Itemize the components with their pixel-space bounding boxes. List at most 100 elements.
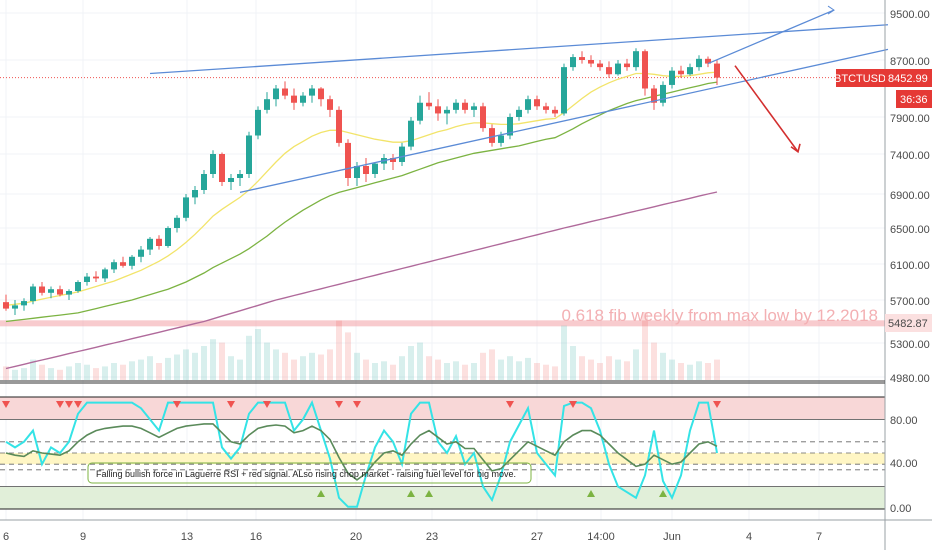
volume-bars <box>3 312 720 380</box>
volume-bar-69 <box>624 361 630 380</box>
volume-bar-48 <box>435 359 441 380</box>
candle-body-1 <box>12 305 18 309</box>
candle-5 <box>48 286 54 299</box>
candle-body-79 <box>714 63 720 78</box>
candle-2 <box>21 298 27 311</box>
candle-59 <box>534 95 540 110</box>
candle-body-78 <box>705 58 711 64</box>
y-tick-price-2: 7900.00 <box>890 113 930 125</box>
candle-body-31 <box>282 88 288 96</box>
sell-signal-marker-1 <box>56 401 64 408</box>
y-tick-price-8: 5300.00 <box>890 339 930 351</box>
candle-body-13 <box>120 262 126 266</box>
candle-body-25 <box>228 178 234 182</box>
candle-body-74 <box>669 70 675 85</box>
candle-body-50 <box>453 102 459 110</box>
x-tick-8: Jun <box>663 531 681 543</box>
sell-signal-marker-9 <box>506 401 514 408</box>
candle-25 <box>228 174 234 190</box>
candle-body-56 <box>507 117 513 136</box>
volume-bar-23 <box>210 339 216 380</box>
x-tick-7: 14:00 <box>587 531 615 543</box>
candle-body-16 <box>147 238 153 250</box>
volume-bar-33 <box>300 356 306 380</box>
volume-bar-60 <box>543 364 549 380</box>
candle-22 <box>201 170 207 194</box>
candle-body-76 <box>687 67 693 75</box>
candle-27 <box>246 131 252 178</box>
candle-body-70 <box>633 51 639 68</box>
price-tags: BTCTUSD 8452.99 36:36 5482.87 0.618 fib … <box>87 69 932 484</box>
candle-40 <box>363 158 369 182</box>
candle-body-17 <box>156 238 162 246</box>
candle-46 <box>417 95 423 125</box>
candle-44 <box>399 142 405 166</box>
volume-bar-35 <box>318 354 324 380</box>
ma-fast-line <box>5 71 718 307</box>
candle-body-72 <box>651 88 657 103</box>
candle-58 <box>525 95 531 114</box>
volume-bar-76 <box>687 364 693 380</box>
volume-bar-62 <box>561 325 567 380</box>
sell-signal-marker-2 <box>65 401 73 408</box>
volume-bar-56 <box>507 356 513 380</box>
candle-67 <box>606 61 612 78</box>
y-tick-rsi-0: 80.00 <box>890 415 918 427</box>
candle-63 <box>570 54 576 71</box>
candle-body-57 <box>516 109 522 117</box>
volume-bar-2 <box>21 368 27 380</box>
candle-body-68 <box>615 63 621 75</box>
x-tick-3: 16 <box>250 531 262 543</box>
candle-body-23 <box>210 154 216 174</box>
volume-bar-49 <box>444 363 450 380</box>
last-price-tag <box>885 69 932 87</box>
volume-bar-43 <box>390 364 396 380</box>
candle-37 <box>336 106 342 147</box>
buy-signal-marker-3 <box>587 490 595 497</box>
volume-bar-79 <box>714 359 720 380</box>
candle-10 <box>93 271 99 282</box>
candle-body-0 <box>3 302 9 309</box>
candle-body-27 <box>246 135 252 174</box>
x-tick-10: 7 <box>816 531 822 543</box>
volume-bar-32 <box>291 359 297 380</box>
candle-23 <box>210 150 216 178</box>
candle-26 <box>237 170 243 186</box>
symbol-tag <box>836 69 885 87</box>
countdown-tag <box>896 90 932 108</box>
candle-76 <box>687 63 693 76</box>
candle-body-14 <box>129 256 135 266</box>
volume-bar-26 <box>237 359 243 380</box>
sell-signal-marker-6 <box>263 401 271 408</box>
candle-body-41 <box>372 163 378 174</box>
candle-6 <box>57 285 63 297</box>
chart-grid <box>0 0 885 520</box>
candle-13 <box>120 256 126 268</box>
candle-body-32 <box>291 95 297 103</box>
candle-53 <box>480 102 486 132</box>
volume-bar-27 <box>246 335 252 380</box>
candle-69 <box>624 58 630 71</box>
candle-body-51 <box>462 102 468 110</box>
candle-body-38 <box>345 142 351 178</box>
candle-72 <box>651 84 657 110</box>
volume-bar-18 <box>165 357 171 380</box>
volume-bar-51 <box>462 364 468 380</box>
symbol-label: BTCTUSD <box>834 73 886 85</box>
candle-body-46 <box>417 102 423 121</box>
x-tick-9: 4 <box>746 531 752 543</box>
volume-bar-14 <box>129 361 135 380</box>
candle-36 <box>327 95 333 117</box>
candle-body-60 <box>543 106 549 110</box>
volume-bar-10 <box>93 368 99 380</box>
volume-bar-13 <box>120 364 126 380</box>
candle-32 <box>291 88 297 110</box>
volume-bar-28 <box>255 329 261 380</box>
volume-bar-20 <box>183 349 189 380</box>
projection-arrow <box>734 65 799 153</box>
volume-bar-77 <box>696 361 702 380</box>
candle-body-73 <box>660 84 666 103</box>
buy-signal-marker-1 <box>407 490 415 497</box>
y-tick-price-0: 9500.00 <box>890 9 930 21</box>
